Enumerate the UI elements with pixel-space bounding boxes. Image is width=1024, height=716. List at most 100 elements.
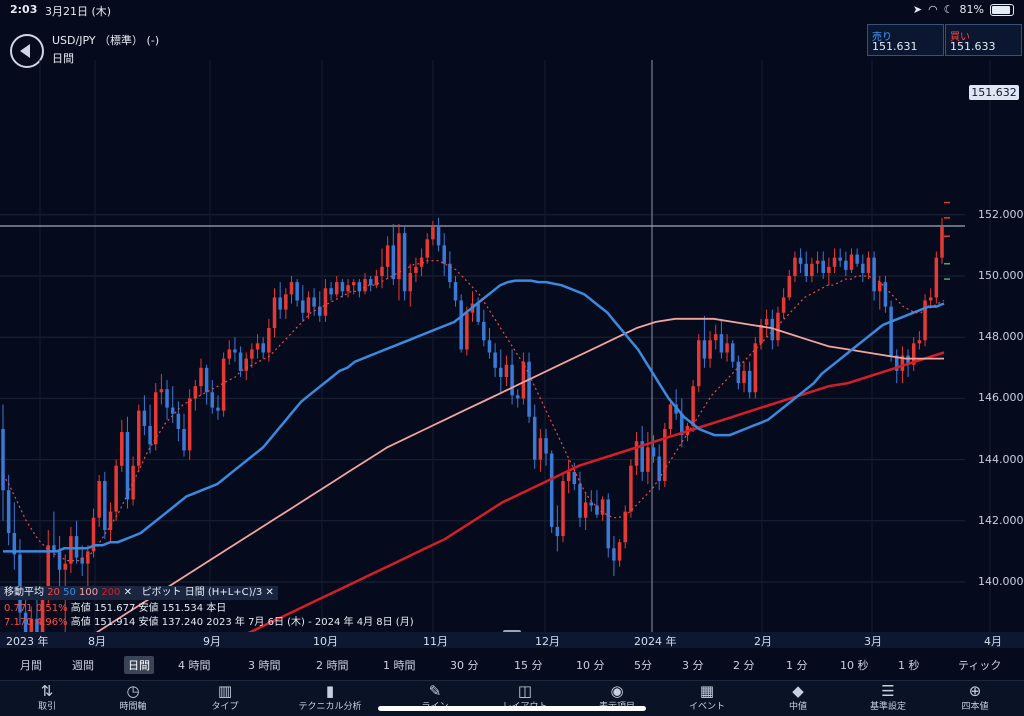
toolbar-button-0[interactable]: ⇅ 取引 (12, 681, 82, 716)
candle-body (527, 361, 531, 417)
candle-body (532, 416, 537, 460)
candle-body (131, 465, 135, 500)
timeframe-11[interactable]: 3 分 (682, 659, 704, 672)
status-time: 2:03 (10, 3, 38, 16)
candle-body (521, 361, 526, 399)
timeframe-9[interactable]: 10 分 (576, 659, 605, 672)
timeframe-6[interactable]: 1 時間 (383, 659, 416, 672)
timeframe-2[interactable]: 日間 (124, 656, 154, 674)
timeframe-16[interactable]: ティック (958, 659, 1002, 672)
candle-body (561, 481, 565, 537)
candle-body (221, 358, 226, 411)
toolbar-button-7[interactable]: ▦ イベント (672, 681, 742, 716)
sell-quote-button[interactable]: 売り 151.631 (867, 24, 944, 56)
candle-body (515, 395, 520, 399)
timeframe-14[interactable]: 10 秒 (840, 659, 869, 672)
candle-body (651, 447, 656, 457)
toolbar-button-2[interactable]: ▥ タイプ (190, 681, 260, 716)
pivot-title: ピボット (141, 587, 182, 598)
candle-body (499, 367, 503, 377)
current-price-label: 151.632 (969, 85, 1019, 100)
candle-body (323, 288, 328, 316)
toolbar-button-1[interactable]: ◷ 時間軸 (98, 681, 168, 716)
timeframe-13[interactable]: 1 分 (786, 659, 808, 672)
candle-body (408, 272, 413, 292)
y-tick-label: 144.000 (978, 452, 1024, 466)
candle-body (578, 484, 582, 518)
range-change: 7.170 (4, 617, 33, 628)
timeframe-10[interactable]: 5分 (634, 659, 652, 672)
candle-body (629, 465, 633, 512)
toolbar-button-8[interactable]: ◆ 中値 (763, 681, 833, 716)
candle-body (442, 245, 446, 264)
indicator-legend: 移動平均 20 50 100 200 ✕ ピボット 日間 (H+L+C)/3 ✕… (0, 586, 414, 630)
toolbar-button-9[interactable]: ☰ 基準設定 (853, 681, 923, 716)
price-chart[interactable] (0, 60, 1024, 632)
close-pivot-icon[interactable]: ✕ (265, 587, 274, 598)
candle-body (713, 334, 718, 341)
timeframe-1[interactable]: 週間 (72, 659, 94, 672)
toolbar-button-10[interactable]: ⊕ 四本値 (940, 681, 1010, 716)
pencil-icon: ✎ (428, 682, 442, 700)
home-indicator (378, 706, 646, 711)
range-low-label: 安値 (138, 617, 159, 628)
range-pct: 4.96% (35, 617, 68, 628)
candle-body (402, 233, 407, 292)
candle-body (57, 551, 62, 570)
candle-body (595, 505, 599, 515)
timeframe-8[interactable]: 15 分 (514, 659, 543, 672)
candle-body (385, 245, 390, 267)
candle-body (120, 432, 124, 466)
candle-body (725, 343, 729, 353)
candle-body (736, 361, 741, 384)
timeframe-15[interactable]: 1 秒 (898, 659, 920, 672)
today-period: 本日 (206, 603, 227, 614)
status-bar: 2:03 3月21日 (木) ➤ ◠ ☾ 81% (0, 0, 1024, 20)
candle-body (657, 456, 661, 482)
back-arrow-icon[interactable] (10, 34, 44, 68)
ma50-label: 50 (63, 587, 76, 598)
candle-body (646, 447, 650, 472)
ma20-line (2, 260, 945, 562)
toolbar-label: 中値 (788, 702, 807, 712)
timeframe-7[interactable]: 30 分 (450, 659, 479, 672)
candle-body (80, 557, 84, 564)
candle-body (855, 254, 859, 264)
y-tick-label: 148.000 (978, 330, 1024, 344)
candle-body (86, 551, 90, 564)
range-high: 151.914 (93, 617, 136, 628)
candle-body (267, 328, 271, 353)
timeframe-4[interactable]: 3 時間 (248, 659, 281, 672)
candle-body (900, 355, 905, 371)
candle-body (697, 340, 701, 387)
candle-body (640, 441, 644, 472)
toolbar-button-3[interactable]: ▮ テクニカル分析 (295, 681, 365, 716)
x-tick-label: 2023 年 (6, 635, 49, 648)
range-high-label: 高値 (70, 617, 91, 628)
candle-body (566, 471, 571, 482)
chart-type-icon: ▥ (217, 682, 233, 700)
moon-icon: ☾ (943, 3, 954, 16)
timeframe-3[interactable]: 4 時間 (178, 659, 211, 672)
candle-body (770, 318, 775, 341)
candle-body (583, 502, 588, 518)
toolbar-label: 四本値 (961, 702, 989, 712)
candle-body (278, 297, 282, 310)
candle-body (911, 343, 916, 365)
buy-quote-button[interactable]: 買い 151.633 (945, 24, 1022, 56)
battery-icon (990, 3, 1014, 16)
candle-body (52, 545, 56, 552)
y-tick-label: 146.000 (978, 391, 1024, 405)
candle-body (838, 257, 842, 261)
candle-body (261, 343, 265, 353)
sell-label: 売り (872, 32, 892, 43)
candle-body (233, 349, 237, 353)
candle-body (538, 438, 543, 460)
timeframe-0[interactable]: 月間 (20, 659, 42, 672)
ma200-label: 200 (101, 587, 121, 598)
timeframe-5[interactable]: 2 時間 (316, 659, 349, 672)
scroll-handle[interactable] (503, 630, 521, 632)
status-right: ➤ ◠ ☾ 81% (913, 3, 1014, 16)
close-ma-icon[interactable]: ✕ (123, 587, 132, 598)
timeframe-12[interactable]: 2 分 (733, 659, 755, 672)
